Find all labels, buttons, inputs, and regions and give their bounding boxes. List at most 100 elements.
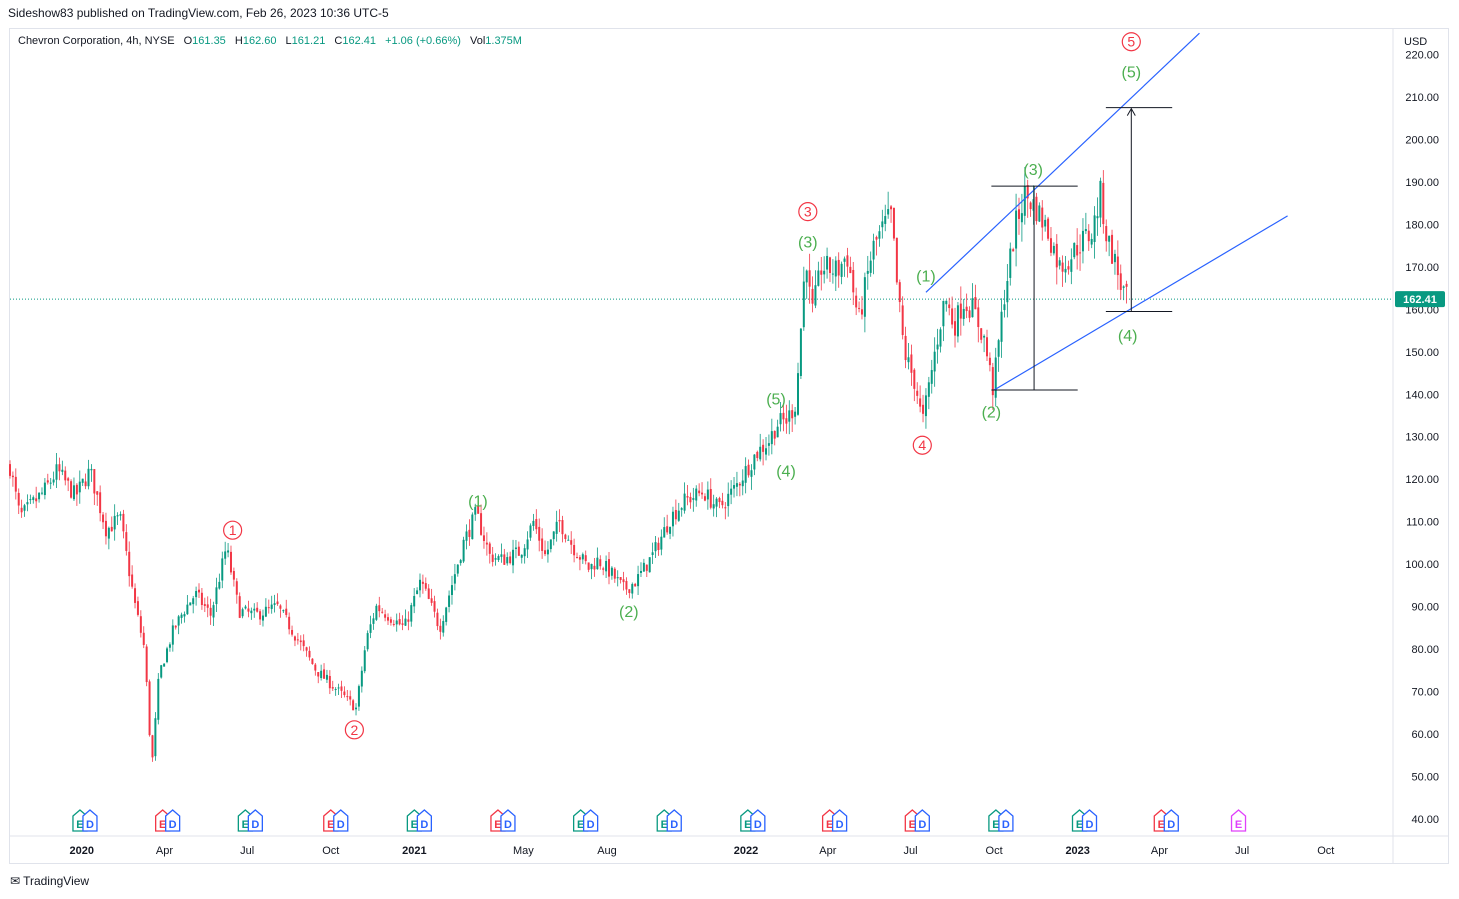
dividend-marker-icon[interactable]	[750, 809, 766, 832]
candle-body	[125, 532, 128, 551]
y-tick-label: 220.00	[1405, 49, 1439, 61]
trendline-1[interactable]	[925, 32, 1200, 293]
candle-body	[1099, 180, 1102, 218]
earnings-marker-label: E	[76, 819, 83, 831]
candle-body	[756, 451, 759, 459]
dividend-marker-icon[interactable]	[1081, 809, 1098, 832]
candle-body	[564, 534, 567, 539]
candle-body	[366, 633, 369, 650]
candle-body	[1076, 245, 1079, 256]
candle-body	[546, 549, 549, 555]
candle-body	[1035, 196, 1038, 222]
projection-arrow-icon	[1126, 107, 1136, 116]
candle-body	[267, 607, 270, 609]
candle-body	[922, 404, 925, 414]
candle-body	[70, 481, 73, 498]
candle-body	[991, 367, 994, 396]
candle-body	[549, 539, 552, 550]
candle-body	[942, 300, 945, 327]
dividend-marker-icon[interactable]	[416, 809, 433, 832]
x-tick-label: Jul	[1235, 845, 1249, 857]
wave-circle	[798, 202, 818, 222]
chart-frame	[9, 28, 1449, 864]
candle-body	[721, 500, 724, 506]
tradingview-logo-icon: ✉︎	[10, 874, 20, 888]
candle-body	[965, 306, 968, 312]
candle-body	[421, 581, 424, 584]
candle-body	[96, 491, 99, 495]
dividend-marker-label: D	[420, 819, 428, 831]
candle-body	[1087, 230, 1090, 242]
wave-circle	[223, 520, 243, 540]
y-tick-label: 190.00	[1405, 177, 1439, 189]
legend-high-label: H	[234, 35, 243, 47]
candle-body	[517, 546, 520, 556]
dividend-marker-icon[interactable]	[582, 809, 599, 832]
candle-body	[1017, 209, 1020, 219]
candle-body	[276, 601, 279, 605]
candle-body	[1119, 273, 1122, 290]
candle-body	[863, 277, 866, 317]
legend-low: 161.21	[291, 35, 326, 47]
dividend-marker-icon[interactable]	[165, 809, 181, 832]
earnings-marker-label: E	[744, 819, 751, 831]
candle-body	[439, 625, 442, 632]
candle-body	[296, 639, 299, 641]
wave-label-primary: 4	[918, 437, 926, 453]
dividend-marker-icon[interactable]	[333, 809, 349, 832]
candle-body	[1055, 243, 1058, 268]
dividend-marker-icon[interactable]	[831, 809, 848, 832]
wave-circle	[344, 720, 364, 740]
dividend-marker-icon[interactable]	[82, 809, 98, 832]
candle-body	[78, 481, 81, 493]
dividend-marker-label: D	[337, 819, 345, 831]
dividend-marker-icon[interactable]	[247, 809, 263, 832]
last-price-badge	[1395, 291, 1445, 308]
candle-body	[270, 604, 273, 609]
candle-body	[788, 410, 791, 422]
candle-body	[895, 237, 898, 283]
wave-label-primary: 5	[1127, 34, 1135, 50]
dividend-marker-label: D	[1086, 819, 1094, 831]
candle-body	[136, 601, 139, 615]
symbol-legend: Chevron Corporation, 4h, NYSE O161.35 H1…	[18, 35, 522, 47]
earnings-marker-label: E	[242, 819, 249, 831]
candle-body	[523, 548, 526, 557]
earnings-marker-label: E	[661, 819, 668, 831]
earnings-marker-icon[interactable]	[1230, 809, 1247, 832]
candle-body	[855, 295, 858, 308]
footer-brand[interactable]: ✉︎ TradingView	[10, 874, 89, 888]
candle-body	[291, 629, 294, 635]
candle-body	[907, 357, 910, 363]
dividend-marker-icon[interactable]	[500, 809, 516, 832]
candle-body	[878, 231, 881, 239]
candle-body	[692, 498, 695, 500]
dividend-marker-icon[interactable]	[1163, 809, 1179, 832]
dividend-marker-icon[interactable]	[914, 809, 930, 832]
candle-body	[686, 496, 689, 498]
trendline-2[interactable]	[993, 215, 1288, 391]
candle-body	[163, 663, 166, 667]
candle-body	[701, 492, 704, 495]
candle-body	[256, 607, 259, 612]
candle-body	[744, 466, 747, 483]
candle-body	[709, 488, 712, 508]
candle-body	[613, 568, 616, 579]
candle-body	[773, 430, 776, 439]
candle-body	[1026, 185, 1029, 199]
x-tick-label: Aug	[597, 845, 617, 857]
candle-body	[337, 687, 340, 689]
wave-label-intermediate: (2)	[619, 604, 639, 621]
dividend-marker-icon[interactable]	[998, 809, 1014, 832]
candle-body	[567, 539, 570, 541]
candle-body	[264, 606, 267, 617]
candle-body	[477, 506, 480, 514]
dividend-marker-icon[interactable]	[666, 809, 682, 832]
candle-body	[738, 483, 741, 486]
candle-body	[837, 259, 840, 276]
candle-body	[849, 266, 852, 274]
candle-body	[727, 493, 730, 507]
x-tick-label: 2020	[70, 845, 94, 857]
candle-body	[811, 288, 814, 304]
